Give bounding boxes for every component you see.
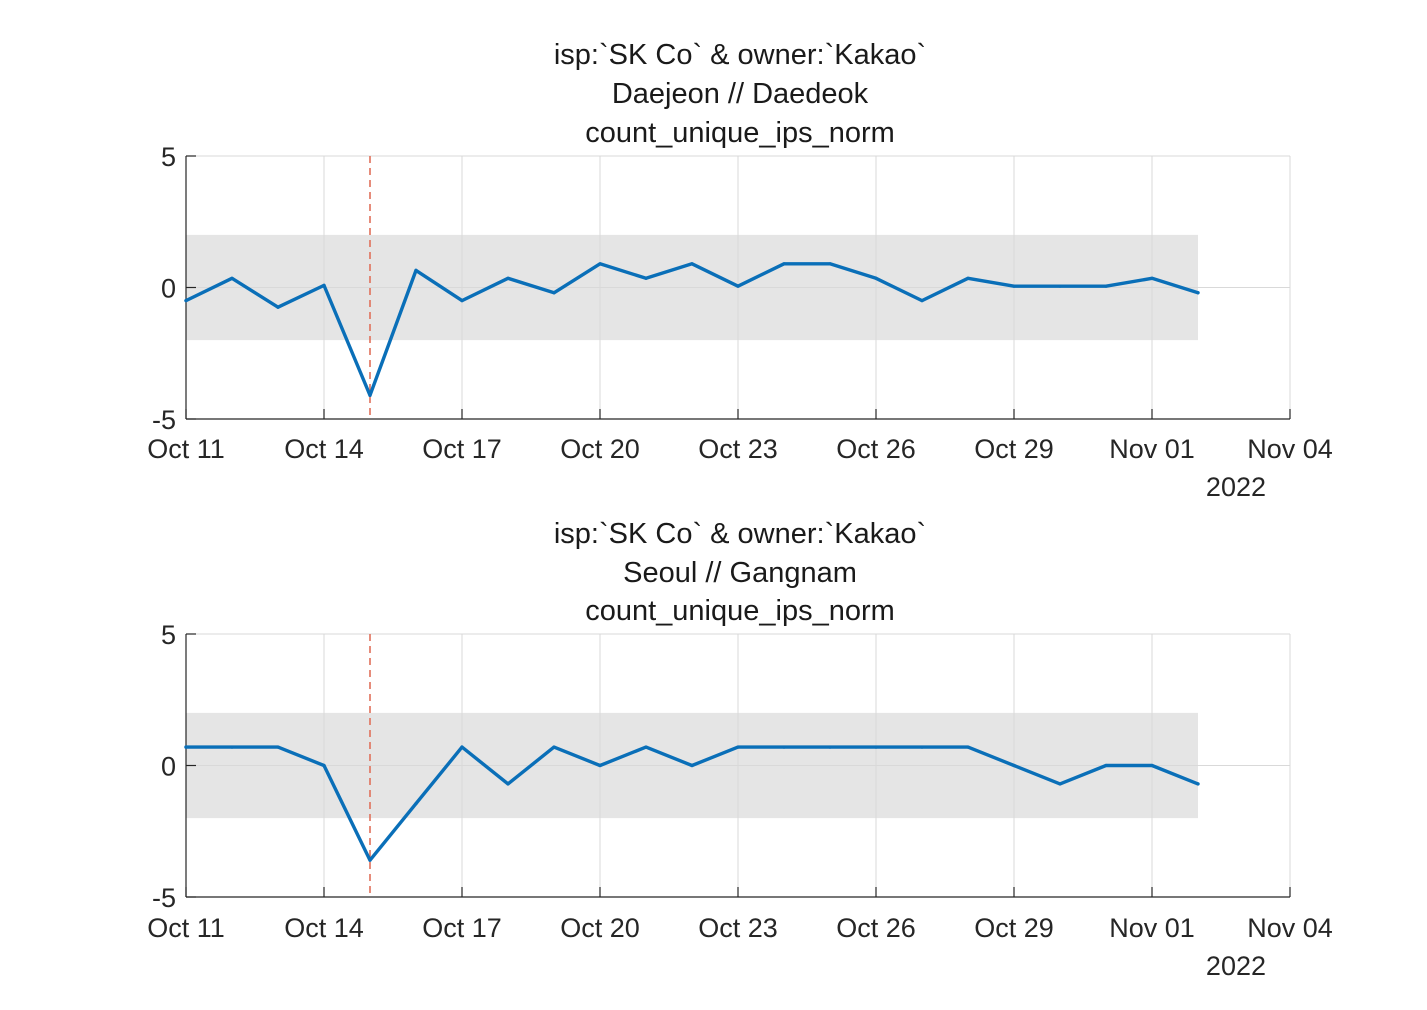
data-point (736, 745, 740, 749)
data-point (874, 745, 878, 749)
data-point (782, 745, 786, 749)
data-point (184, 299, 188, 303)
data-point (1150, 276, 1154, 280)
data-point (644, 745, 648, 749)
x-tick-label: Oct 23 (698, 913, 778, 943)
x-tick-label: Nov 04 (1247, 434, 1333, 464)
x-tick-label: Oct 26 (836, 913, 916, 943)
x-tick-label: Oct 14 (284, 434, 364, 464)
data-point (368, 393, 372, 397)
data-point (598, 763, 602, 768)
y-tick-label: 0 (161, 274, 176, 304)
data-point (414, 268, 418, 273)
x-axis-year-label: 2022 (1206, 472, 1266, 502)
chart-title-line-2: Daejeon // Daedeok (612, 78, 869, 110)
y-tick-label: 5 (161, 142, 176, 172)
x-tick-label: Oct 20 (560, 434, 640, 464)
data-point (322, 283, 326, 287)
data-point (644, 276, 648, 280)
data-point (368, 858, 372, 862)
data-point (920, 745, 924, 749)
y-tick-label: 0 (161, 752, 176, 782)
data-point (874, 276, 878, 280)
data-point (1104, 284, 1108, 288)
y-tick-label: -5 (152, 883, 176, 913)
data-point (1104, 763, 1108, 768)
data-point (1150, 763, 1154, 768)
chart-title-line-3: count_unique_ips_norm (585, 117, 895, 149)
data-point (920, 299, 924, 303)
data-point (690, 262, 694, 266)
x-tick-label: Nov 01 (1109, 434, 1195, 464)
data-point (598, 262, 602, 266)
data-point (1058, 284, 1062, 288)
data-point (690, 763, 694, 768)
data-point (1012, 763, 1016, 768)
data-point (552, 745, 556, 749)
data-point (322, 763, 326, 768)
data-point (1196, 291, 1200, 295)
data-point (460, 299, 464, 303)
data-point (828, 262, 832, 266)
data-point (276, 745, 280, 749)
data-point (184, 745, 188, 749)
data-point (276, 305, 280, 309)
x-tick-label: Oct 11 (147, 434, 225, 464)
data-point (966, 276, 970, 280)
data-point (552, 291, 556, 295)
data-point (506, 276, 510, 280)
data-point (966, 745, 970, 749)
subplot-2: isp:`SK Co` & owner:`Kakao` Seoul // Gang… (147, 518, 1333, 981)
data-point (1012, 284, 1016, 288)
x-tick-label: Nov 01 (1109, 913, 1195, 943)
data-point (782, 262, 786, 266)
data-point (230, 276, 234, 280)
y-tick-label: -5 (152, 405, 176, 435)
x-axis-year-label: 2022 (1206, 951, 1266, 981)
subplot-1: isp:`SK Co` & owner:`Kakao` Daejeon // Da… (147, 39, 1333, 502)
chart-title-line-1: isp:`SK Co` & owner:`Kakao` (554, 39, 926, 71)
data-point (828, 745, 832, 749)
chart-title-line-2: Seoul // Gangnam (623, 557, 857, 589)
chart-title-line-1: isp:`SK Co` & owner:`Kakao` (554, 518, 926, 550)
x-tick-label: Oct 26 (836, 434, 916, 464)
x-tick-label: Oct 17 (422, 913, 502, 943)
data-point (1196, 782, 1200, 786)
x-tick-label: Oct 23 (698, 434, 778, 464)
x-tick-label: Oct 29 (974, 434, 1054, 464)
x-tick-label: Oct 29 (974, 913, 1054, 943)
x-tick-label: Oct 11 (147, 913, 225, 943)
data-point (1058, 782, 1062, 786)
data-point (460, 745, 464, 749)
data-point (230, 745, 234, 749)
y-tick-label: 5 (161, 620, 176, 650)
data-point (736, 284, 740, 288)
x-tick-label: Oct 20 (560, 913, 640, 943)
chart-title-line-3: count_unique_ips_norm (585, 595, 895, 627)
data-point (414, 802, 418, 806)
x-tick-label: Oct 14 (284, 913, 364, 943)
x-tick-label: Nov 04 (1247, 913, 1333, 943)
data-point (506, 782, 510, 786)
x-tick-label: Oct 17 (422, 434, 502, 464)
